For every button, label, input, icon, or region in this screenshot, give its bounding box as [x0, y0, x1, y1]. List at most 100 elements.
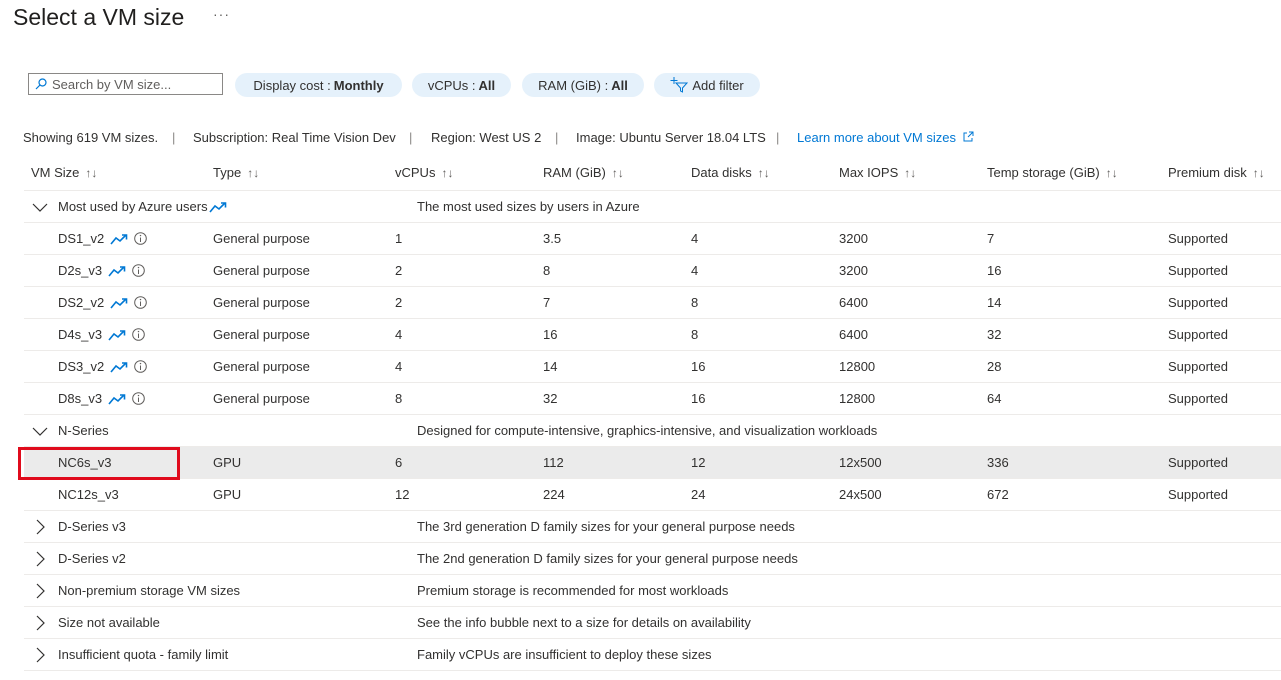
display-cost-filter[interactable]: Display cost : Monthly — [235, 73, 402, 97]
vcpus-cell: 8 — [395, 383, 402, 414]
column-header-vm-size[interactable]: VM Size ↑↓ — [31, 155, 97, 190]
group-row[interactable]: D-Series v3 The 3rd generation D family s… — [24, 511, 1281, 543]
table-row[interactable]: D8s_v3 General purpose 8 32 16 12800 64 Support… — [24, 383, 1281, 415]
more-options-button[interactable]: ··· — [213, 6, 230, 22]
sort-icon[interactable]: ↑↓ — [85, 165, 98, 180]
vcpus-cell: 4 — [395, 319, 402, 350]
sort-icon[interactable]: ↑↓ — [247, 165, 260, 180]
max-iops-value: 12800 — [839, 359, 876, 374]
data-disks-cell: 16 — [691, 383, 705, 414]
premium-disk-value: Supported — [1168, 391, 1228, 406]
chevron-right-icon[interactable] — [32, 615, 48, 631]
temp-storage-cell: 64 — [987, 383, 1001, 414]
chevron-down-icon[interactable] — [32, 199, 48, 215]
group-name: Insufficient quota - family limit — [58, 639, 228, 670]
sort-icon[interactable]: ↑↓ — [611, 165, 624, 180]
group-label: N-Series — [58, 423, 109, 438]
ram-value: 14 — [543, 359, 558, 374]
vcpus-filter[interactable]: vCPUs : All — [412, 73, 511, 97]
group-name: Size not available — [58, 607, 160, 638]
type-value: General purpose — [213, 231, 310, 246]
trending-icon — [108, 329, 126, 341]
table-header: VM Size ↑↓ Type ↑↓ vCPUs ↑↓ RAM (GiB) ↑↓ Data di… — [24, 155, 1281, 191]
column-header-ram[interactable]: RAM (GiB) ↑↓ — [543, 155, 624, 190]
sort-icon[interactable]: ↑↓ — [904, 165, 917, 180]
sort-icon[interactable]: ↑↓ — [1252, 165, 1265, 180]
filter-label: RAM (GiB) : — [538, 77, 609, 93]
sort-icon[interactable]: ↑↓ — [441, 165, 454, 180]
ram-cell: 16 — [543, 319, 557, 350]
table-row[interactable]: DS1_v2 General purpose 1 3.5 4 3200 7 Supported — [24, 223, 1281, 255]
info-icon[interactable] — [134, 296, 148, 309]
group-name: Most used by Azure users — [58, 191, 227, 222]
chevron-right-icon[interactable] — [32, 551, 48, 567]
chevron-down-icon[interactable] — [32, 423, 48, 439]
chevron-right-icon[interactable] — [32, 647, 48, 663]
ram-filter[interactable]: RAM (GiB) : All — [522, 73, 644, 97]
data-disks-value: 8 — [691, 295, 699, 310]
vcpus-cell: 2 — [395, 287, 402, 318]
group-row[interactable]: D-Series v2 The 2nd generation D family s… — [24, 543, 1281, 575]
vm-size-value: D8s_v3 — [58, 391, 103, 406]
search-input[interactable] — [52, 76, 212, 92]
premium-disk-cell: Supported — [1168, 447, 1228, 478]
info-icon[interactable] — [132, 328, 145, 341]
premium-disk-cell: Supported — [1168, 351, 1228, 382]
group-row[interactable]: Non-premium storage VM sizes Premium stor… — [24, 575, 1281, 607]
sort-icon[interactable]: ↑↓ — [757, 165, 770, 180]
sort-icon[interactable]: ↑↓ — [1105, 165, 1118, 180]
column-header-vcpus[interactable]: vCPUs ↑↓ — [395, 155, 453, 190]
vcpus-value: 12 — [395, 487, 410, 502]
temp-storage-value: 336 — [987, 455, 1009, 470]
premium-disk-cell: Supported — [1168, 383, 1228, 414]
vm-size-cell: DS3_v2 — [58, 351, 148, 382]
vcpus-value: 6 — [395, 455, 403, 470]
data-disks-value: 4 — [691, 263, 699, 278]
temp-storage-value: 14 — [987, 295, 1002, 310]
column-label: Temp storage (GiB) — [987, 165, 1100, 180]
chevron-right-icon[interactable] — [32, 583, 48, 599]
group-name: N-Series — [58, 415, 109, 446]
group-name: D-Series v2 — [58, 543, 126, 574]
search-box[interactable] — [28, 73, 223, 95]
info-icon[interactable] — [132, 392, 145, 405]
table-row[interactable]: NC12s_v3 GPU 12 224 24 24x500 672 Supported — [24, 479, 1281, 511]
table-row[interactable]: D2s_v3 General purpose 2 8 4 3200 16 Supported — [24, 255, 1281, 287]
column-header-data-disks[interactable]: Data disks ↑↓ — [691, 155, 770, 190]
learn-more-link[interactable]: Learn more about VM sizes — [797, 130, 974, 145]
info-icon[interactable] — [134, 232, 148, 245]
vm-size-value: DS3_v2 — [58, 359, 105, 374]
column-header-premium-disk[interactable]: Premium disk ↑↓ — [1168, 155, 1265, 190]
info-icon[interactable] — [134, 360, 148, 373]
table-row[interactable]: D4s_v3 General purpose 4 16 8 6400 32 Supported — [24, 319, 1281, 351]
type-value: GPU — [213, 455, 242, 470]
table-row[interactable]: DS3_v2 General purpose 4 14 16 12800 28 Support… — [24, 351, 1281, 383]
separator: | — [776, 130, 780, 145]
column-header-temp-storage[interactable]: Temp storage (GiB) ↑↓ — [987, 155, 1118, 190]
group-row[interactable]: Most used by Azure users The most used si… — [24, 191, 1281, 223]
data-disks-value: 8 — [691, 327, 699, 342]
group-description: The 2nd generation D family sizes for yo… — [417, 551, 798, 566]
temp-storage-cell: 7 — [987, 223, 994, 254]
vm-size-cell: D8s_v3 — [58, 383, 145, 414]
group-row[interactable]: Insufficient quota - family limit Family … — [24, 639, 1281, 671]
group-row[interactable]: Size not available See the info bubble ne… — [24, 607, 1281, 639]
data-disks-value: 12 — [691, 455, 706, 470]
group-row[interactable]: N-Series Designed for compute-intensive, … — [24, 415, 1281, 447]
group-description: The 3rd generation D family sizes for yo… — [417, 519, 795, 534]
table-row[interactable]: NC6s_v3 GPU 6 112 12 12x500 336 Supported — [24, 447, 1281, 479]
ram-cell: 112 — [543, 447, 564, 478]
column-header-type[interactable]: Type ↑↓ — [213, 155, 259, 190]
search-icon — [35, 78, 47, 90]
info-icon[interactable] — [132, 264, 145, 277]
ram-value: 3.5 — [543, 231, 562, 246]
table-row[interactable]: DS2_v2 General purpose 2 7 8 6400 14 Supported — [24, 287, 1281, 319]
add-filter-button[interactable]: Add filter — [654, 73, 760, 97]
column-header-max-iops[interactable]: Max IOPS ↑↓ — [839, 155, 916, 190]
column-label: Premium disk — [1168, 165, 1247, 180]
temp-storage-value: 16 — [987, 263, 1002, 278]
max-iops-cell: 12800 — [839, 383, 875, 414]
data-disks-cell: 4 — [691, 223, 698, 254]
chevron-right-icon[interactable] — [32, 519, 48, 535]
separator: | — [409, 130, 413, 145]
